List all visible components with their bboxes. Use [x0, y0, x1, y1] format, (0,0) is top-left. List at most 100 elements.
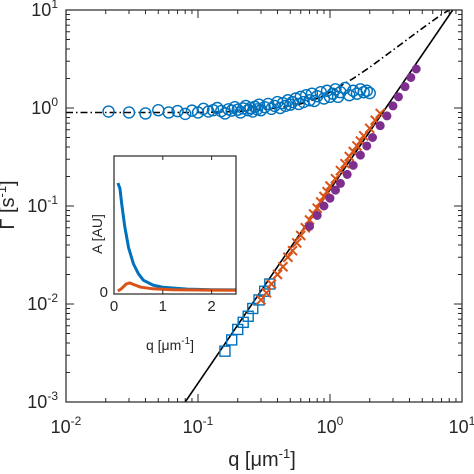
open-circle-point	[334, 85, 347, 99]
open-circle-point	[363, 86, 376, 100]
filled-circle-point	[342, 169, 352, 179]
cross-point	[287, 245, 298, 256]
x-tick-base: 10	[51, 417, 71, 437]
inset-x-tick-label: 1	[159, 298, 167, 315]
x-tick-base: 10	[449, 417, 469, 437]
cross-point	[261, 287, 272, 299]
inset-xlabel-close: ]	[190, 337, 194, 353]
y-tick-base: 10	[27, 392, 47, 412]
x-tick-label: 10-1	[183, 414, 214, 437]
y-tick-label: 100	[31, 95, 58, 118]
square-point	[219, 345, 231, 357]
open-circle-point	[343, 89, 356, 102]
main-ylabel-close: ]	[0, 180, 19, 186]
filled-circle-point	[348, 160, 358, 170]
open-circle-point	[311, 89, 324, 103]
y-tick-exp: 1	[51, 0, 58, 11]
y-tick-exp: -3	[47, 389, 58, 403]
inset-x-tick-label: 2	[207, 298, 215, 315]
filled-circle-point	[335, 178, 345, 188]
main-plot	[65, 9, 463, 403]
y-tick-label: 10-3	[27, 389, 58, 412]
cross-point	[282, 252, 294, 263]
y-tick-base: 10	[27, 294, 47, 314]
x-tick-exp: 0	[337, 414, 344, 428]
cross-point	[291, 237, 302, 249]
filled-circle-point	[312, 210, 322, 220]
inset-axes-box	[113, 155, 237, 295]
filled-circle-point	[368, 133, 378, 143]
filled-circle-point	[362, 141, 372, 151]
open-circle-point	[252, 98, 266, 111]
main-ylabel-sup: -1	[0, 186, 9, 198]
open-circle-point	[139, 107, 152, 120]
main-xlabel-close: ]	[290, 449, 296, 471]
filled-circle-point	[388, 101, 398, 111]
inset-xlabel: q [μm-1]	[146, 336, 194, 353]
y-tick-label: 10-2	[27, 291, 58, 314]
x-tick-label: 101	[449, 414, 474, 437]
filled-circle-point	[382, 111, 392, 121]
main-plot-area	[66, 10, 454, 402]
open-circle-point	[162, 106, 175, 119]
main-axes-box	[65, 9, 463, 403]
open-circle-point	[225, 104, 238, 117]
open-circle-point	[320, 84, 334, 97]
square-point	[247, 302, 259, 315]
inset-background	[114, 156, 236, 294]
main-xlabel: q [μm-1]	[228, 446, 296, 471]
x-tick-exp: -1	[203, 414, 214, 428]
main-ylabel-text: Γ [s	[0, 197, 19, 229]
inset-x-tick-label: 0	[110, 298, 118, 315]
cross-point	[255, 294, 267, 306]
filled-circle-point	[406, 72, 416, 82]
x-tick-base: 10	[183, 417, 203, 437]
y-tick-base: 10	[27, 196, 47, 216]
filled-circle-point	[355, 150, 365, 160]
inset-orange-curve	[117, 281, 237, 293]
filled-circle-point	[330, 185, 340, 195]
cross-point	[304, 214, 315, 226]
cross-point	[351, 140, 363, 152]
open-circle-point	[360, 84, 373, 97]
open-circle-point	[179, 107, 192, 121]
inset-xlabel-text: q [μm	[146, 337, 181, 353]
filled-circle-point	[325, 193, 335, 203]
dash-dot-fit-line	[66, 10, 450, 114]
cross-point	[339, 158, 351, 169]
cross-point	[295, 230, 306, 241]
square-point	[225, 334, 238, 346]
open-circle-point	[303, 94, 316, 107]
x-tick-label: 10-2	[51, 414, 82, 437]
filled-circle-point	[393, 92, 403, 102]
inset-ylabel: A [AU]	[89, 214, 105, 254]
y-tick-base: 10	[31, 98, 51, 118]
inset-y-tick-label: 0	[100, 284, 108, 301]
cross-point	[358, 130, 369, 142]
x-tick-exp: 1	[469, 414, 474, 428]
filled-circle-point	[375, 121, 385, 131]
y-tick-base: 10	[31, 0, 51, 20]
y-tick-exp: -2	[47, 291, 58, 305]
main-xlabel-sup: -1	[279, 446, 291, 461]
cross-point	[364, 123, 375, 134]
filled-circle-point	[319, 201, 329, 211]
y-tick-exp: -1	[47, 193, 58, 207]
open-circle-point	[185, 104, 199, 117]
x-tick-base: 10	[317, 417, 337, 437]
x-tick-label: 100	[317, 414, 344, 437]
cross-point	[277, 261, 289, 272]
cross-point	[272, 269, 283, 280]
filled-circle-point	[305, 221, 315, 231]
open-circle-point	[152, 103, 165, 117]
inset-plot: 0 1 2 0	[100, 155, 237, 315]
filled-circle-point	[411, 64, 421, 74]
y-tick-label: 101	[31, 0, 58, 20]
x-tick-exp: -2	[71, 414, 82, 428]
y-tick-exp: 0	[51, 95, 58, 109]
open-circle-point	[279, 99, 292, 113]
cross-point	[266, 278, 277, 290]
main-ylabel: Γ [s-1]	[0, 180, 19, 229]
